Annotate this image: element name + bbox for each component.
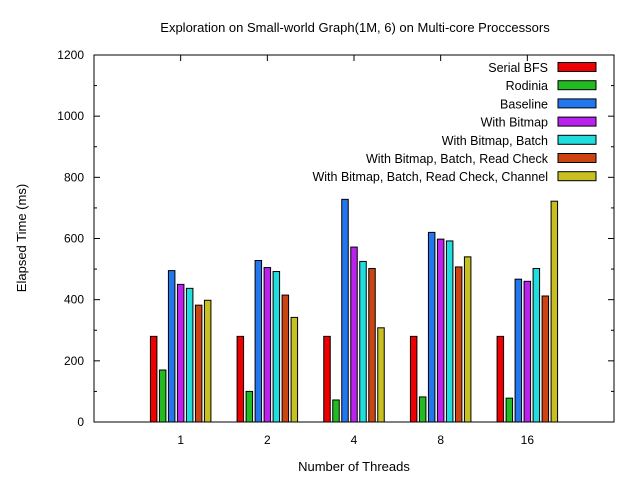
- y-axis: 0 200 400 600 800 1000 1200: [57, 48, 614, 429]
- x-tick-label: 1: [177, 433, 184, 447]
- bar-6-8: [454, 266, 463, 423]
- legend-swatch: [557, 153, 597, 163]
- y-tick-label: 600: [64, 232, 84, 246]
- bar-4-1: [176, 283, 185, 423]
- bar-1-16: [496, 335, 505, 423]
- y-axis-label: Elapsed Time (ms): [14, 184, 29, 292]
- legend-swatch: [557, 116, 597, 127]
- legend-swatch: [557, 80, 597, 91]
- bar-4-16: [523, 280, 532, 423]
- bar-4-4: [350, 246, 358, 423]
- x-axis-label: Number of Threads: [298, 459, 410, 474]
- legend-swatch: [557, 98, 597, 109]
- y-tick-label: 200: [64, 354, 84, 368]
- bar-1-1: [149, 335, 158, 423]
- bar-6-2: [281, 294, 290, 423]
- y-tick-label: 800: [64, 170, 84, 184]
- bar-4-2: [263, 267, 272, 423]
- legend-label: Baseline: [500, 97, 548, 111]
- bar-5-4: [359, 260, 367, 423]
- bar-2-8: [418, 396, 427, 423]
- y-tick-label: 1000: [57, 109, 84, 123]
- bar-7-2: [290, 316, 299, 423]
- x-tick-label: 2: [264, 433, 271, 447]
- y-tick-label: 400: [64, 293, 84, 307]
- bar-7-8: [463, 256, 472, 423]
- bar-3-8: [427, 231, 436, 423]
- bar-3-1: [167, 270, 176, 423]
- legend-label: Rodinia: [506, 79, 548, 93]
- bar-5-16: [532, 267, 541, 423]
- legend-label: With Bitmap: [481, 116, 548, 130]
- legend-label: With Bitmap, Batch, Read Check, Channel: [312, 170, 548, 184]
- bar-3-4: [341, 198, 349, 423]
- bar-6-16: [541, 295, 550, 423]
- x-tick-label: 16: [521, 433, 535, 447]
- bars: [149, 198, 559, 423]
- x-tick-label: 8: [437, 433, 444, 447]
- bar-3-2: [254, 260, 263, 423]
- bar-1-8: [409, 335, 418, 423]
- bar-2-4: [332, 399, 340, 423]
- bar-4-8: [436, 238, 445, 423]
- y-tick-label: 0: [77, 415, 84, 429]
- bar-6-1: [194, 304, 203, 423]
- bar-2-2: [245, 390, 254, 423]
- bar-7-4: [377, 327, 385, 423]
- y-tick-label: 1200: [57, 48, 84, 62]
- legend-label: With Bitmap, Batch: [442, 134, 548, 148]
- bar-7-1: [203, 299, 212, 423]
- legend-swatch: [557, 171, 597, 182]
- chart-title: Exploration on Small-world Graph(1M, 6) …: [160, 20, 550, 35]
- x-tick-label: 4: [351, 433, 358, 447]
- bar-1-4: [323, 335, 331, 423]
- legend-label: Serial BFS: [488, 61, 548, 75]
- bar-2-16: [505, 397, 514, 423]
- bar-5-8: [445, 240, 454, 423]
- bar-5-2: [272, 271, 281, 423]
- legend-label: With Bitmap, Batch, Read Check: [366, 152, 549, 166]
- legend: Serial BFS Rodinia Baseline With Bitmap With…: [312, 61, 597, 184]
- legend-swatch: [557, 62, 597, 72]
- bar-7-16: [550, 200, 559, 423]
- legend-swatch: [557, 134, 597, 145]
- bar-1-2: [236, 335, 245, 423]
- bar-3-16: [514, 278, 523, 423]
- bar-5-1: [185, 287, 194, 423]
- bar-2-1: [158, 369, 167, 423]
- bar-6-4: [368, 267, 376, 423]
